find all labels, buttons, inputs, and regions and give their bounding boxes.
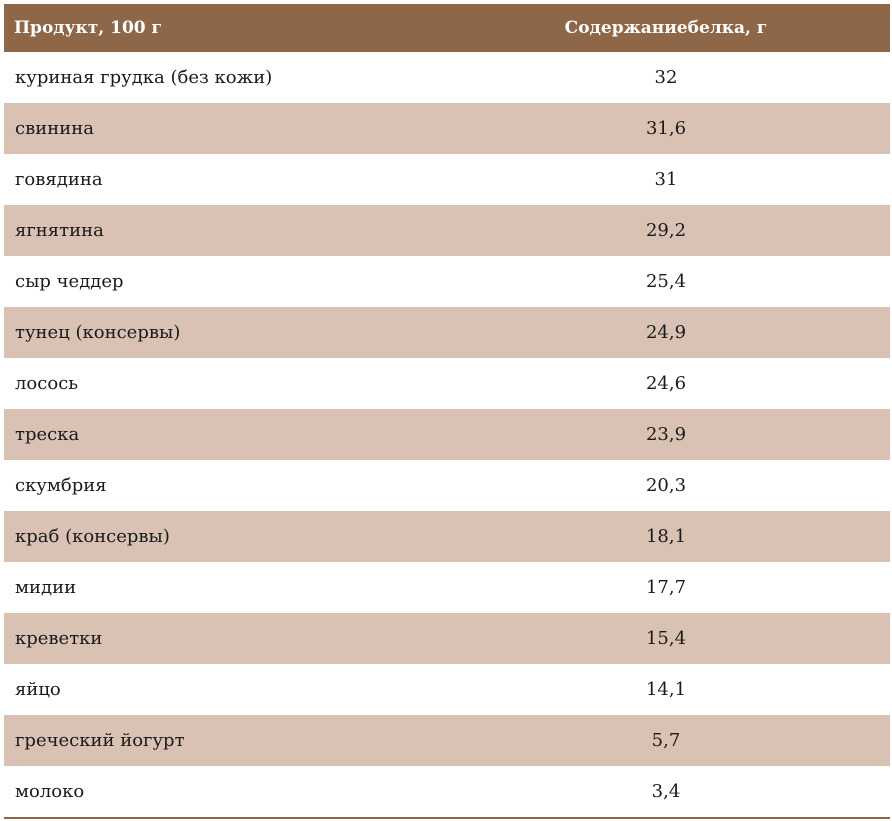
cell-product: лосось [15,373,79,394]
cell-protein: 25,4 [645,271,687,292]
table-body: куриная грудка (без кожи) 32 свинина 31,6 го… [4,52,890,817]
cell-protein: 20,3 [645,475,687,496]
cell-protein: 3,4 [651,781,681,802]
cell-protein: 15,4 [645,628,687,649]
cell-product: свинина [15,118,94,139]
table-row: греческий йогурт 5,7 [4,715,890,766]
cell-product: ягнятина [15,220,104,241]
cell-product: скумбрия [15,475,107,496]
cell-product: говядина [15,169,103,190]
cell-protein: 29,2 [645,220,687,241]
cell-protein: 24,9 [645,322,687,343]
cell-product: яйцо [15,679,61,700]
cell-protein: 18,1 [645,526,687,547]
table-row: скумбрия 20,3 [4,460,890,511]
cell-product: сыр чеддер [15,271,124,292]
cell-product: треска [15,424,80,445]
cell-product: куриная грудка (без кожи) [15,67,273,88]
table-row: ягнятина 29,2 [4,205,890,256]
cell-product: мидии [15,577,77,598]
table-header: Продукт, 100 г Содержаниебелка, г [4,4,890,52]
table-row: креветки 15,4 [4,613,890,664]
table-row: краб (консервы) 18,1 [4,511,890,562]
cell-protein: 17,7 [645,577,687,598]
cell-protein: 14,1 [645,679,687,700]
header-product: Продукт, 100 г [14,18,162,38]
cell-product: краб (консервы) [15,526,170,547]
table-row: молоко 3,4 [4,766,890,817]
table-row: треска 23,9 [4,409,890,460]
table-row: свинина 31,6 [4,103,890,154]
header-protein: Содержаниебелка, г [564,18,768,38]
cell-product: греческий йогурт [15,730,185,751]
cell-product: тунец (консервы) [15,322,181,343]
cell-protein: 31,6 [645,118,687,139]
table-row: лосось 24,6 [4,358,890,409]
cell-protein: 5,7 [651,730,681,751]
cell-protein: 24,6 [645,373,687,394]
cell-product: креветки [15,628,103,649]
protein-table: Продукт, 100 г Содержаниебелка, г курина… [4,4,890,817]
header-row: Продукт, 100 г Содержаниебелка, г [4,4,890,52]
table-row: говядина 31 [4,154,890,205]
table-row: куриная грудка (без кожи) 32 [4,52,890,103]
cell-product: молоко [15,781,85,802]
table-row: мидии 17,7 [4,562,890,613]
table-row: сыр чеддер 25,4 [4,256,890,307]
table-row: тунец (консервы) 24,9 [4,307,890,358]
cell-protein: 31 [654,169,678,190]
table-row: яйцо 14,1 [4,664,890,715]
protein-table-container: Продукт, 100 г Содержаниебелка, г курина… [4,4,890,819]
cell-protein: 32 [654,67,678,88]
cell-protein: 23,9 [645,424,687,445]
